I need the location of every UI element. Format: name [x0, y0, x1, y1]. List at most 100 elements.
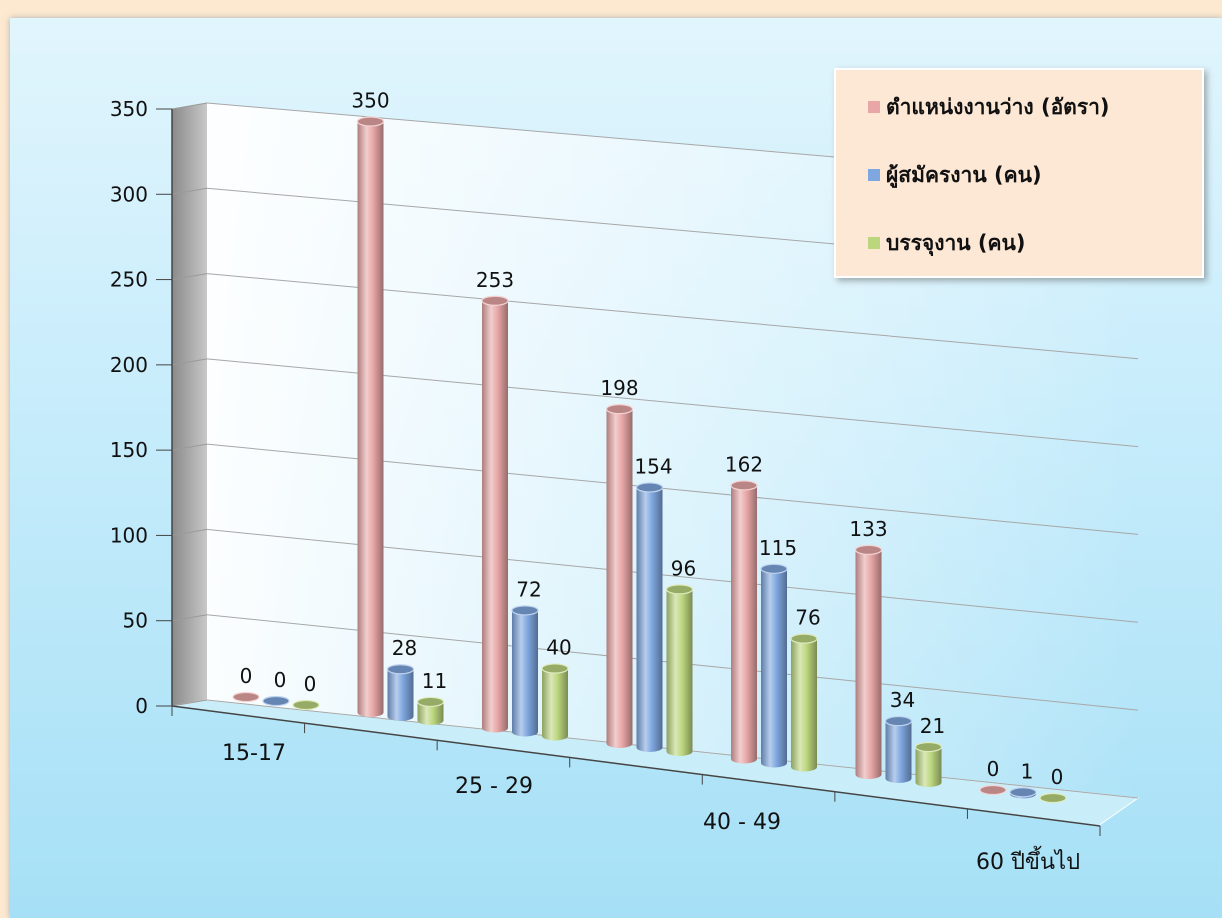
bar-top	[416, 696, 445, 708]
bar-body	[387, 669, 414, 721]
bar-body	[791, 638, 817, 772]
bar-top	[790, 633, 818, 644]
bar	[665, 584, 694, 756]
data-label: 34	[890, 688, 915, 712]
data-label: 0	[240, 664, 253, 688]
bar-top	[511, 605, 539, 616]
bar	[511, 605, 539, 737]
side-gridline	[171, 358, 208, 366]
legend-label-applicants: ผู้สมัครงาน (คน)	[886, 162, 1042, 187]
side-gridline	[171, 528, 208, 536]
y-tick-label: 350	[110, 97, 148, 121]
bar-top	[1009, 787, 1037, 798]
data-label: 0	[274, 668, 287, 692]
side-wall	[172, 103, 207, 706]
bar-top	[481, 295, 509, 306]
bar-top	[914, 741, 943, 753]
data-label: 76	[795, 606, 820, 630]
bar	[605, 404, 634, 748]
bar-body	[417, 701, 444, 725]
bar-body	[885, 721, 912, 783]
bar	[541, 663, 569, 741]
legend: ตำแหน่งงานว่าง (อัตรา) ผู้สมัครงาน (คน) …	[834, 68, 1204, 278]
side-gridline	[171, 187, 208, 195]
bar	[760, 563, 788, 768]
data-label: 253	[476, 268, 514, 292]
data-label: 72	[516, 577, 541, 601]
y-tick-label: 150	[110, 438, 148, 462]
side-gridline	[171, 699, 208, 707]
data-label: 115	[759, 536, 797, 560]
x-tick-label: 25 - 29	[455, 774, 533, 799]
side-gridline	[171, 102, 208, 110]
legend-swatch-applicants	[868, 169, 880, 181]
y-tick-label: 100	[110, 523, 148, 547]
side-gridline	[171, 443, 208, 451]
data-label: 96	[671, 556, 696, 580]
bar-top	[730, 480, 758, 491]
x-axis	[171, 705, 1101, 827]
bar-top	[665, 584, 694, 595]
data-label: 154	[634, 454, 672, 478]
bar-body	[482, 300, 508, 733]
bar	[292, 699, 320, 711]
bar-body	[761, 568, 787, 768]
bar-top	[884, 715, 913, 727]
bar	[854, 544, 883, 779]
bar	[914, 741, 943, 787]
side-gridline	[171, 273, 208, 281]
legend-swatch-placements	[868, 237, 880, 249]
y-tick-label: 250	[110, 268, 148, 292]
bar-body	[855, 549, 882, 779]
data-label: 0	[1051, 765, 1064, 789]
bar-body	[636, 487, 663, 752]
data-label: 1	[1021, 759, 1034, 783]
bar	[356, 116, 385, 718]
bar	[416, 696, 445, 725]
bar-body	[606, 409, 633, 748]
bar-body	[915, 747, 942, 787]
bar-body	[542, 668, 568, 741]
data-label: 350	[351, 88, 389, 112]
data-label: 162	[725, 452, 763, 476]
y-tick-label: 50	[123, 609, 148, 633]
bar-body	[512, 610, 538, 737]
bar	[262, 695, 290, 707]
bar-top	[979, 784, 1007, 796]
legend-item-vacancies: ตำแหน่งงานว่าง (อัตรา)	[868, 92, 1109, 122]
bar-top	[760, 563, 788, 574]
bar	[790, 633, 818, 772]
data-label: 11	[422, 669, 447, 693]
data-label: 0	[987, 757, 1000, 781]
bar-top	[262, 695, 290, 707]
y-tick-label: 300	[110, 182, 148, 206]
bar	[884, 715, 913, 783]
legend-swatch-vacancies	[868, 101, 880, 113]
side-gridline	[171, 614, 208, 622]
bar-body	[731, 485, 757, 764]
x-tick-label: 60 ปีขึ้นไป	[976, 846, 1080, 875]
x-tick-label: 15-17	[222, 741, 286, 766]
bar-top	[854, 544, 883, 556]
bar	[1009, 787, 1037, 799]
chart-frame: 0 50 100 150 200 250 300 350 15-17 25 - 29 40 - 49…	[10, 18, 1222, 918]
bar	[730, 480, 758, 764]
bar-body	[357, 121, 384, 718]
bar	[232, 691, 260, 703]
legend-label-placements: บรรจุงาน (คน)	[886, 230, 1026, 255]
bar-top	[1039, 792, 1067, 804]
data-label: 0	[304, 672, 317, 696]
data-label: 21	[920, 714, 945, 738]
bar-top	[386, 664, 415, 675]
x-tick-label: 40 - 49	[703, 810, 781, 835]
y-tick-label: 0	[135, 694, 148, 718]
data-label: 198	[600, 376, 638, 400]
bar	[386, 664, 415, 721]
bar-top	[541, 663, 569, 674]
bar-top	[292, 699, 320, 711]
y-tick-label: 200	[110, 353, 148, 377]
bar-top	[635, 482, 664, 493]
legend-item-placements: บรรจุงาน (คน)	[868, 228, 1026, 258]
data-label: 28	[392, 636, 417, 660]
bar	[481, 295, 509, 733]
